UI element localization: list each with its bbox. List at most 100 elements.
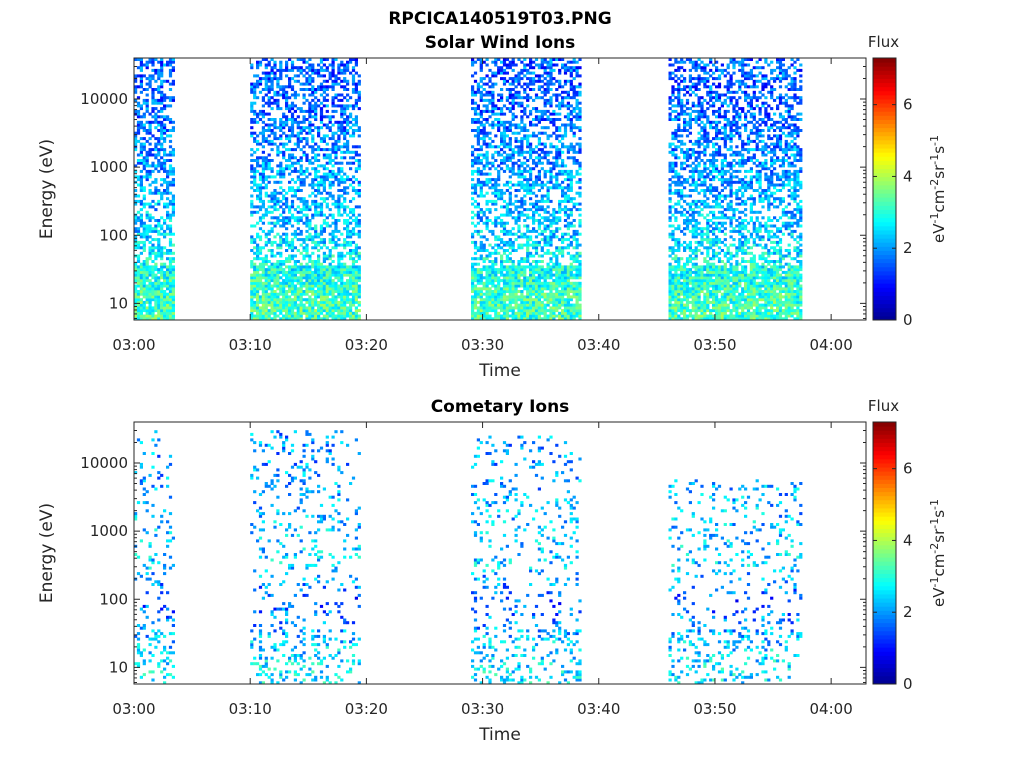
spectrogram-cell: [317, 249, 321, 252]
spectrogram-cell: [253, 93, 257, 97]
spectrogram-cell: [325, 58, 329, 61]
spectrogram-cell: [296, 298, 300, 302]
spectrogram-cell: [151, 153, 155, 157]
spectrogram-cell: [505, 273, 509, 277]
spectrogram-cell: [517, 58, 521, 61]
spectrogram-cell: [171, 210, 175, 214]
spectrogram-cell: [520, 183, 524, 187]
spectrogram-cell: [566, 290, 570, 293]
spectrogram-cell: [569, 303, 573, 307]
spectrogram-cell: [572, 276, 576, 280]
spectrogram-cell: [537, 161, 541, 165]
spectrogram-cell: [250, 169, 254, 173]
spectrogram-cell: [168, 251, 173, 255]
spectrogram-cell: [566, 189, 570, 192]
spectrogram-cell: [317, 164, 321, 168]
spectrogram-cell: [328, 194, 332, 198]
spectrogram-cell: [529, 167, 533, 171]
spectrogram-cell: [552, 145, 556, 149]
spectrogram-cell: [334, 148, 338, 152]
spectrogram-cell: [267, 270, 271, 274]
spectrogram-cell: [563, 284, 568, 288]
spectrogram-cell: [322, 137, 326, 141]
spectrogram-cell: [508, 232, 512, 236]
spectrogram-cell: [290, 115, 295, 119]
spectrogram-cell: [285, 227, 289, 231]
spectrogram-cell: [311, 115, 315, 119]
spectrogram-cell: [250, 276, 254, 280]
spectrogram-cell: [529, 60, 533, 64]
spectrogram-cell: [282, 131, 286, 135]
spectrogram-cell: [555, 300, 559, 304]
spectrogram-cell: [136, 292, 141, 296]
spectrogram-cell: [471, 270, 475, 274]
spectrogram-cell: [351, 107, 356, 111]
spectrogram-cell: [136, 96, 141, 100]
spectrogram-cell: [319, 197, 324, 201]
spectrogram-cell: [502, 314, 507, 318]
spectrogram-cell: [328, 148, 332, 152]
spectrogram-cell: [273, 123, 277, 127]
spectrogram-cell: [328, 169, 332, 173]
spectrogram-cell: [288, 58, 292, 61]
spectrogram-cell: [537, 273, 541, 277]
spectrogram-cell: [473, 298, 478, 302]
spectrogram-cell: [343, 295, 347, 299]
spectrogram-cell: [491, 96, 495, 100]
spectrogram-cell: [328, 276, 332, 280]
spectrogram-cell: [502, 63, 507, 67]
spectrogram-cell: [308, 254, 312, 258]
spectrogram-cell: [145, 172, 149, 176]
spectrogram-cell: [529, 314, 533, 318]
spectrogram-cell: [296, 221, 300, 225]
spectrogram-cell: [270, 66, 274, 70]
spectrogram-cell: [343, 298, 347, 302]
spectrogram-cell: [543, 303, 547, 307]
spectrogram-cell: [148, 295, 152, 299]
spectrogram-cell: [334, 303, 338, 307]
spectrogram-cell: [540, 205, 544, 209]
spectrogram-cell: [502, 150, 507, 154]
spectrogram-cell: [334, 229, 338, 233]
spectrogram-cell: [148, 126, 152, 130]
spectrogram-cell: [305, 300, 309, 304]
spectrogram-cell: [311, 300, 315, 304]
spectrogram-cell: [511, 216, 515, 220]
spectrogram-cell: [500, 191, 504, 195]
spectrogram-cell: [500, 219, 504, 222]
spectrogram-cell: [485, 150, 489, 154]
spectrogram-cell: [349, 298, 353, 302]
spectrogram-cell: [561, 134, 565, 138]
spectrogram-cell: [572, 123, 576, 127]
spectrogram-cell: [168, 257, 173, 261]
spectrogram-cell: [288, 148, 292, 152]
spectrogram-cell: [476, 129, 480, 132]
spectrogram-cell: [572, 205, 576, 209]
spectrogram-cell: [340, 123, 344, 127]
spectrogram-cell: [343, 290, 347, 293]
spectrogram-cell: [305, 66, 309, 70]
spectrogram-cell: [331, 79, 335, 83]
spectrogram-cell: [256, 317, 260, 321]
spectrogram-cell: [500, 205, 504, 209]
spectrogram-cell: [488, 145, 492, 149]
spectrogram-cell: [299, 243, 303, 247]
spectrogram-cell: [349, 112, 353, 116]
spectrogram-cell: [157, 101, 161, 105]
spectrogram-cell: [334, 287, 338, 291]
spectrogram-cell: [171, 120, 175, 124]
spectrogram-cell: [311, 265, 315, 269]
spectrogram-cell: [296, 311, 300, 315]
spectrogram-cell: [334, 58, 338, 61]
spectrogram-cell: [497, 71, 501, 75]
spectrogram-cell: [322, 183, 326, 187]
spectrogram-cell: [508, 145, 512, 149]
spectrogram-cell: [261, 161, 265, 165]
spectrogram-cell: [145, 306, 149, 310]
spectrogram-cell: [317, 85, 321, 89]
spectrogram-cell: [491, 104, 495, 108]
spectrogram-cell: [325, 98, 329, 102]
spectrogram-cell: [511, 290, 515, 293]
spectrogram-cell: [572, 284, 576, 288]
spectrogram-cell: [322, 213, 326, 217]
